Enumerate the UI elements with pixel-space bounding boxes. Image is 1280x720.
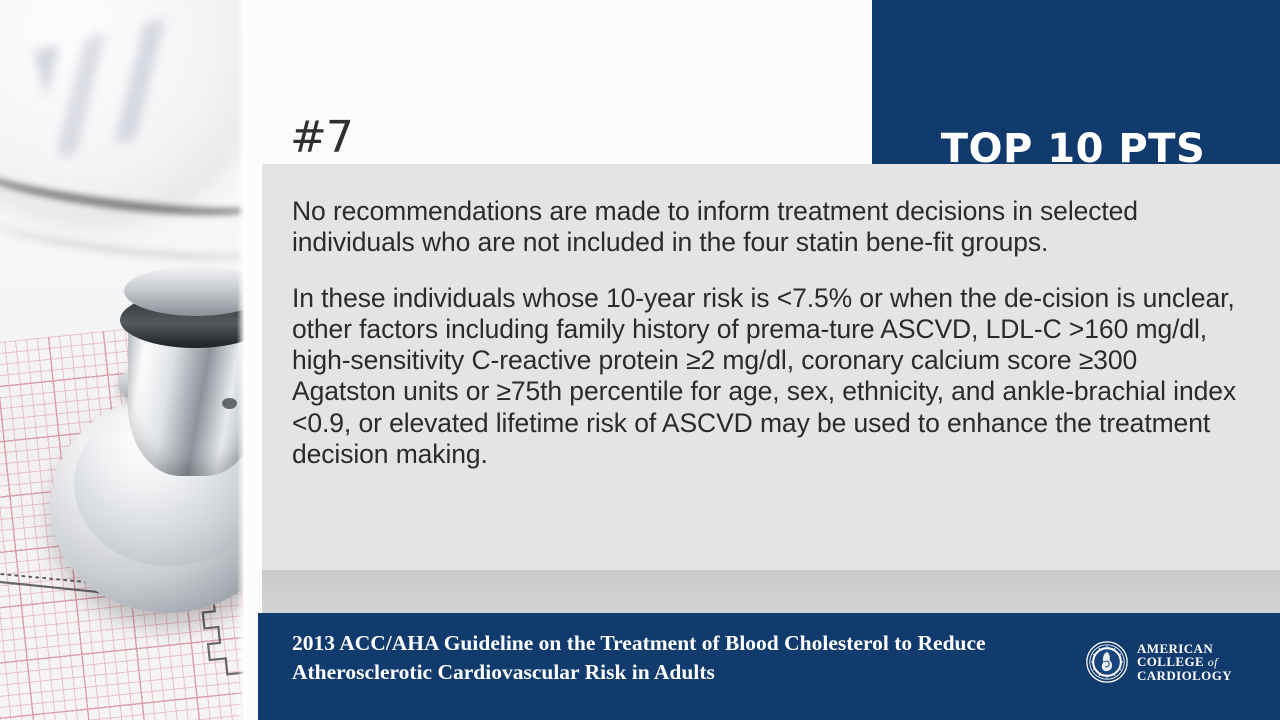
acc-logo-of: of — [1207, 655, 1218, 670]
body-paragraph-1: No recommendations are made to inform tr… — [292, 196, 1138, 258]
acc-logo-line-3: CARDIOLOGY — [1136, 667, 1232, 683]
content-panel: No recommendations are made to inform tr… — [262, 164, 1280, 570]
chestpiece-port-dot — [222, 398, 237, 409]
footer-guideline-title: 2013 ACC/AHA Guideline on the Treatment … — [292, 631, 986, 685]
stethoscope-photo — [0, 0, 247, 720]
photo-right-fade — [237, 0, 247, 720]
acc-logo-line-2-main: COLLEGE — [1136, 654, 1205, 670]
acc-seal-icon — [1086, 641, 1128, 683]
slide-number: #7 — [290, 112, 354, 163]
chestpiece-top-ring — [124, 266, 247, 316]
footer-bar: 2013 ACC/AHA Guideline on the Treatment … — [258, 613, 1280, 720]
acc-logo-text: AMERICAN COLLEGE of CARDIOLOGY — [1136, 640, 1232, 683]
content-body: No recommendations are made to inform tr… — [262, 164, 1280, 470]
top-band: TOP 10 PTS — [872, 0, 1280, 172]
acc-logo: AMERICAN COLLEGE of CARDIOLOGY — [1086, 641, 1232, 683]
body-paragraph-2: In these individuals whose 10-year risk … — [292, 282, 1237, 469]
acc-logo-line-1: AMERICAN — [1136, 640, 1214, 656]
panel-shadow-strip — [262, 570, 1280, 613]
acc-logo-line-2: COLLEGE of — [1137, 655, 1232, 669]
